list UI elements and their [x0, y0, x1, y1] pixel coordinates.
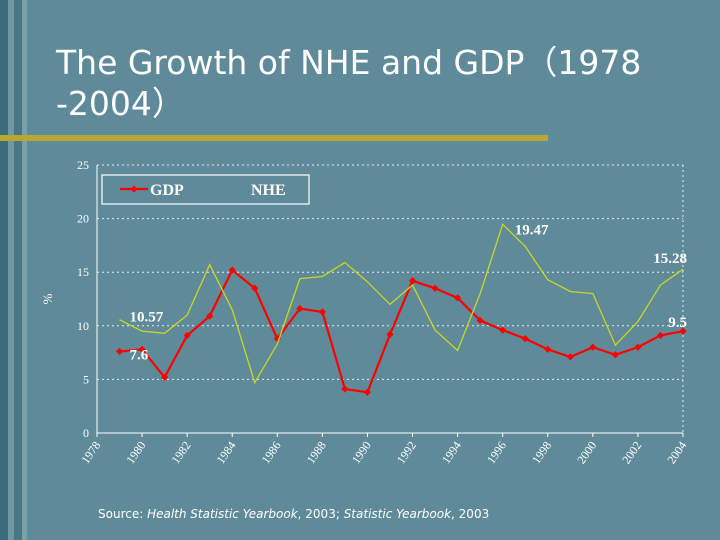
source-book-1: Health Statistic Yearbook	[147, 507, 298, 521]
data-point-gdp	[296, 305, 304, 313]
data-point-gdp	[431, 284, 439, 292]
data-point-gdp	[341, 385, 349, 393]
data-point-gdp	[476, 316, 484, 325]
value-label: 15.28	[653, 251, 687, 267]
decor-stripe-3	[14, 0, 22, 540]
source-suffix: , 2003	[451, 507, 490, 521]
x-tick-label: 2002	[619, 439, 644, 467]
x-tick-label: 1998	[529, 439, 554, 467]
value-label: 9.5	[668, 315, 687, 331]
data-point-gdp	[115, 347, 124, 356]
source-note: Source: Health Statistic Yearbook, 2003;…	[98, 507, 489, 521]
data-point-gdp	[521, 335, 529, 343]
slide-title: The Growth of NHE and GDP（1978 -2004）	[56, 43, 642, 123]
data-point-gdp	[183, 331, 191, 340]
data-point-gdp	[454, 294, 462, 302]
legend-label-nhe: NHE	[251, 182, 286, 199]
legend-marker-gdp	[130, 185, 138, 193]
data-point-gdp	[566, 353, 574, 361]
data-point-gdp	[363, 388, 372, 396]
data-point-gdp	[656, 331, 665, 340]
data-point-gdp	[273, 335, 281, 343]
data-point-gdp	[408, 277, 417, 285]
x-tick-label: 1990	[349, 439, 374, 467]
x-tick-label: 1980	[123, 439, 148, 467]
series-line-gdp	[119, 268, 684, 394]
series-line-nhe	[119, 223, 684, 385]
y-tick-label: 25	[77, 158, 89, 172]
y-tick-label: 10	[77, 319, 89, 333]
data-point-gdp	[318, 308, 326, 316]
y-tick-label: 15	[77, 265, 89, 279]
y-tick-label: 0	[83, 426, 89, 440]
data-point-gdp	[499, 326, 507, 334]
data-point-gdp	[611, 351, 619, 359]
value-label: 10.57	[130, 310, 164, 326]
x-tick-label: 1994	[439, 439, 464, 467]
x-tick-label: 2004	[664, 439, 689, 467]
source-mid: , 2003;	[297, 507, 344, 521]
x-tick-label: 1988	[304, 439, 329, 467]
legend-box	[101, 174, 310, 205]
x-tick-label: 1986	[259, 439, 284, 467]
data-point-gdp	[589, 343, 597, 351]
chart-container: 0 5 10 15 20 25% 1978 1980 1982 1984 1986 1988 1990 1…	[40, 155, 700, 495]
legend-label-gdp: GDP	[150, 182, 184, 199]
title-underline	[0, 135, 548, 141]
value-label: 19.47	[515, 222, 549, 238]
source-book-2: Statistic Yearbook	[343, 507, 452, 521]
decor-stripe-4	[22, 0, 27, 540]
x-tick-label: 1992	[394, 439, 419, 467]
data-point-gdp	[386, 330, 394, 338]
source-prefix: Source:	[98, 507, 148, 521]
data-point-gdp	[544, 345, 552, 353]
value-label: 7.6	[130, 348, 149, 364]
y-axis-label: %	[40, 293, 55, 304]
y-tick-label: 20	[77, 212, 89, 226]
data-point-gdp	[634, 343, 642, 351]
x-tick-label: 1982	[168, 439, 193, 467]
x-tick-label: 1984	[213, 439, 238, 467]
x-tick-label: 1996	[484, 439, 509, 467]
x-tick-label: 2000	[574, 439, 599, 467]
y-tick-label: 5	[83, 372, 89, 386]
growth-line-chart: 0 5 10 15 20 25% 1978 1980 1982 1984 1986 1988 1990 1…	[40, 158, 689, 467]
x-tick-label: 1978	[78, 439, 103, 467]
decor-stripe-1	[0, 0, 8, 540]
decor-stripe-2	[8, 0, 14, 540]
